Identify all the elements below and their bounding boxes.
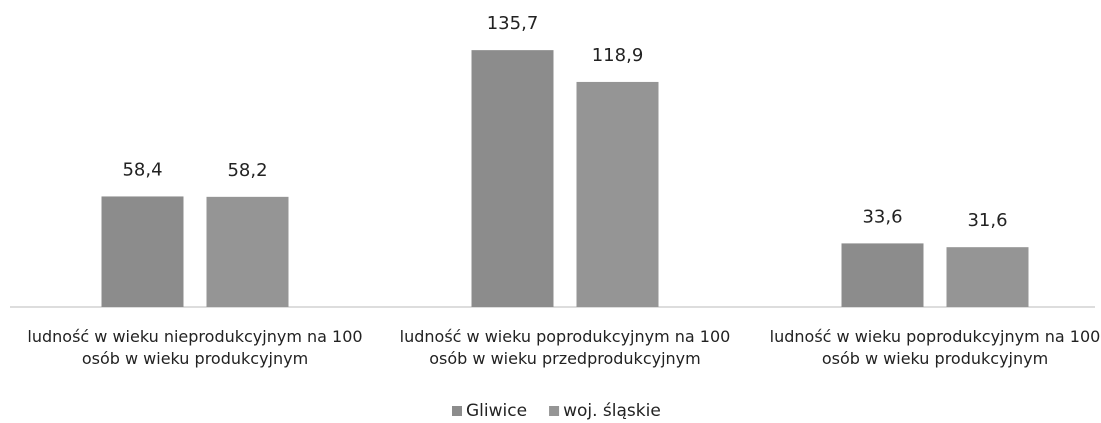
legend-swatch	[452, 406, 462, 416]
x-tick-label-line: ludność w wieku poprodukcyjnym na 100	[770, 327, 1101, 346]
x-tick-label-line: osób w wieku produkcyjnym	[822, 349, 1048, 368]
bar	[841, 243, 924, 307]
x-tick-label-line: osób w wieku produkcyjnym	[82, 349, 308, 368]
legend-swatch	[549, 406, 560, 416]
x-tick-label: ludność w wieku poprodukcyjnym na 100 osó…	[770, 327, 1101, 368]
bar	[206, 196, 289, 307]
value-label: 33,6	[862, 206, 902, 227]
bar	[946, 247, 1029, 307]
x-tick-label: ludność w wieku poprodukcyjnym na 100 osó…	[400, 327, 731, 368]
bar	[101, 196, 184, 307]
x-tick-label-line: osób w wieku przedprodukcyjnym	[429, 349, 700, 368]
value-label: 58,4	[122, 159, 162, 180]
bar	[471, 50, 554, 308]
value-label: 31,6	[967, 210, 1007, 231]
value-label: 118,9	[592, 45, 644, 66]
legend-label: Gliwice	[466, 401, 527, 421]
legend-label: woj. śląskie	[563, 401, 661, 421]
x-tick-label-line: ludność w wieku poprodukcyjnym na 100	[400, 327, 731, 346]
x-tick-label: ludność w wieku nieprodukcyjnym na 100 os…	[27, 327, 362, 368]
x-tick-label-line: ludność w wieku nieprodukcyjnym na 100	[27, 327, 362, 346]
bar	[576, 81, 659, 307]
value-label: 135,7	[487, 13, 539, 34]
value-label: 58,2	[227, 160, 267, 181]
